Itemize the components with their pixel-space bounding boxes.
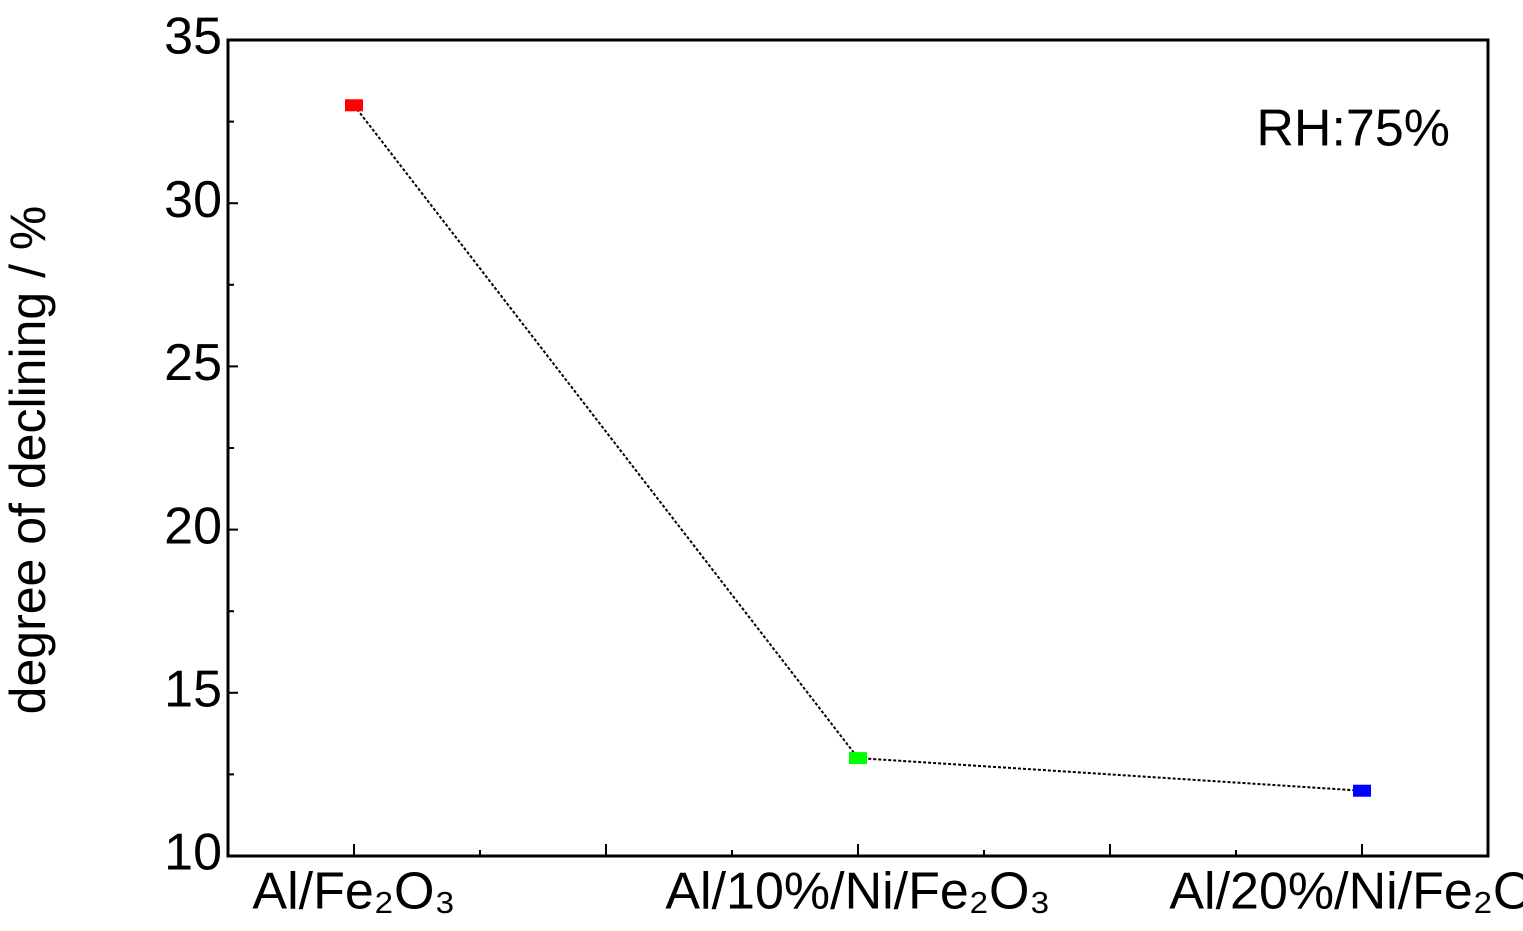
y-axis-label: degree of declining / % (0, 206, 56, 715)
y-tick-label: 15 (164, 661, 222, 719)
x-tick-label: Al/10%/Ni/Fe₂O₃ (665, 863, 1050, 921)
y-tick-label: 35 (164, 8, 222, 66)
x-tick-label: Al/Fe₂O₃ (252, 863, 455, 921)
point (849, 752, 867, 765)
y-tick-label: 25 (164, 334, 222, 392)
y-tick-label: 30 (164, 171, 222, 229)
annotation: RH:75% (1256, 100, 1450, 158)
plot-frame (226, 38, 1490, 858)
y-tick-label: 10 (164, 824, 222, 882)
point (345, 99, 363, 112)
point (1353, 784, 1371, 797)
y-tick-label: 20 (164, 497, 222, 555)
x-tick-label: Al/20%/Ni/Fe₂O₃ (1169, 863, 1523, 921)
line (353, 104, 1363, 792)
